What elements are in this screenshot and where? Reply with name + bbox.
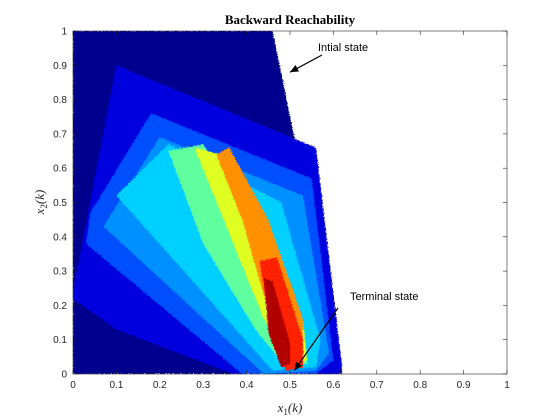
x-axis-ticks: 0 0.1 0.2 0.3 0.4 0.5 0.6 0.7 0.8 0.9 1 — [70, 31, 510, 391]
x-tick-label: 0.2 — [153, 380, 167, 391]
y-tick-label: 0.4 — [53, 232, 67, 243]
annotation-arrow-line — [293, 307, 339, 371]
y-tick-label: 0.3 — [53, 267, 67, 278]
y-axis-ticks: 0 0.1 0.2 0.3 0.4 0.5 0.6 0.7 0.8 0.9 1 — [53, 27, 507, 381]
x-tick-label: 0 — [70, 380, 76, 391]
x-tick-label: 0.3 — [196, 380, 210, 391]
y-axis-label: x2(k) — [32, 190, 49, 216]
y-tick-label: 0.6 — [53, 164, 67, 175]
y-tick-label: 1 — [61, 27, 67, 38]
chart-title: Backward Reachability — [225, 12, 356, 27]
x-axis-label: x1(k) — [277, 400, 303, 417]
x-tick-label: 0.6 — [326, 380, 340, 391]
x-tick-label: 0.8 — [413, 380, 427, 391]
y-tick-label: 0 — [61, 370, 67, 381]
x-tick-label: 0.1 — [109, 380, 123, 391]
x-tick-label: 0.7 — [370, 380, 384, 391]
y-tick-label: 0.2 — [53, 301, 67, 312]
region-level-10 — [264, 278, 290, 368]
y-tick-label: 0.9 — [53, 61, 67, 72]
annotation-arrow-head — [290, 65, 299, 73]
y-tick-label: 0.7 — [53, 129, 67, 140]
annotation-label: Intial state — [318, 42, 368, 54]
annotations: Intial state Terminal state — [289, 42, 418, 371]
y-tick-label: 0.5 — [53, 198, 67, 209]
annotation-arrow-head — [294, 361, 303, 371]
x-tick-label: 0.9 — [457, 380, 471, 391]
x-tick-label: 0.5 — [283, 380, 297, 391]
x-tick-label: 0.4 — [240, 380, 254, 391]
x-tick-label: 1 — [504, 380, 510, 391]
reachability-regions — [73, 31, 343, 374]
y-tick-label: 0.8 — [53, 95, 67, 106]
annotation-label: Terminal state — [350, 291, 418, 303]
y-tick-label: 0.1 — [53, 335, 67, 346]
